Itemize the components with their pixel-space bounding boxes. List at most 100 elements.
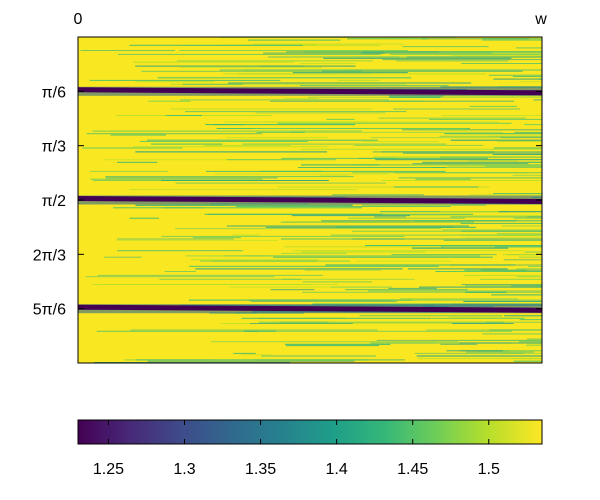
heatmap-stripe bbox=[233, 352, 256, 354]
heatmap-stripe bbox=[133, 61, 295, 63]
heatmap-stripe bbox=[321, 70, 523, 72]
heatmap-stripe bbox=[368, 290, 542, 292]
heatmap-stripe bbox=[352, 238, 542, 240]
heatmap-stripe bbox=[228, 82, 472, 84]
heatmap-stripe bbox=[117, 250, 243, 252]
heatmap-stripe bbox=[252, 43, 405, 45]
heatmap-stripe bbox=[493, 78, 542, 80]
heatmap-stripe bbox=[527, 216, 542, 218]
heatmap-stripe bbox=[175, 182, 386, 184]
heatmap-stripe bbox=[265, 121, 499, 123]
heatmap-stripe bbox=[534, 285, 542, 287]
heatmap-stripe bbox=[541, 298, 542, 300]
heatmap-stripe bbox=[301, 148, 542, 150]
heatmap-stripe bbox=[220, 323, 496, 324]
heatmap-stripe bbox=[118, 53, 381, 55]
heatmap-stripe bbox=[512, 76, 542, 77]
heatmap-stripe bbox=[304, 269, 381, 271]
heatmap-stripe bbox=[203, 144, 291, 146]
heatmap-stripe bbox=[528, 265, 542, 267]
heatmap-stripe bbox=[467, 160, 518, 162]
heatmap-stripe bbox=[485, 321, 542, 323]
heatmap-stripe bbox=[189, 265, 439, 267]
heatmap-stripe bbox=[526, 338, 542, 340]
heatmap-stripe bbox=[395, 60, 509, 62]
heatmap-stripe bbox=[480, 278, 542, 280]
heatmap-stripe bbox=[280, 238, 405, 240]
heatmap-stripe bbox=[319, 174, 349, 176]
heatmap-stripe bbox=[440, 211, 542, 213]
heatmap-stripe bbox=[285, 343, 391, 345]
heatmap-stripe bbox=[518, 341, 542, 343]
heatmap-stripe bbox=[116, 239, 278, 241]
heatmap-stripe bbox=[526, 345, 542, 347]
heatmap-stripe bbox=[151, 143, 223, 145]
heatmap-stripe bbox=[421, 38, 529, 40]
heatmap-stripe bbox=[518, 256, 542, 258]
heatmap-stripe bbox=[161, 235, 405, 237]
heatmap-stripe bbox=[291, 215, 410, 217]
heatmap-stripe bbox=[502, 254, 542, 256]
heatmap-stripe bbox=[141, 70, 362, 72]
heatmap-stripe bbox=[226, 225, 469, 227]
heatmap-stripe bbox=[132, 146, 329, 148]
heatmap-stripe bbox=[298, 167, 446, 168]
heatmap-stripe bbox=[302, 291, 542, 293]
heatmap-stripe bbox=[148, 100, 191, 102]
heatmap-stripe bbox=[516, 268, 542, 270]
heatmap-stripe bbox=[104, 256, 142, 258]
heatmap-stripe bbox=[461, 63, 542, 64]
heatmap-stripe bbox=[384, 100, 426, 102]
heatmap-stripe bbox=[85, 276, 275, 278]
heatmap-stripe bbox=[229, 286, 330, 288]
heatmap-stripe bbox=[347, 38, 428, 40]
heatmap-stripe bbox=[496, 141, 542, 142]
heatmap-stripe bbox=[214, 173, 389, 175]
heatmap-stripe bbox=[443, 239, 542, 241]
heatmap-stripe bbox=[498, 211, 542, 213]
y-axis: π/6 π/3 π/2 2π/3 5π/6 bbox=[33, 84, 542, 319]
heatmap-stripe bbox=[277, 122, 512, 124]
heatmap-stripe bbox=[93, 180, 252, 181]
heatmap-stripe bbox=[465, 291, 507, 293]
heatmap-stripe bbox=[86, 133, 263, 135]
heatmap-stripe bbox=[286, 345, 379, 347]
heatmap-stripe bbox=[459, 339, 542, 341]
heatmap-stripe bbox=[535, 308, 542, 310]
y-tick-label: 5π/6 bbox=[33, 302, 66, 319]
colorbar-tick-label: 1.5 bbox=[478, 461, 500, 478]
heatmap-stripe bbox=[160, 204, 227, 206]
x-tick-label-w: w bbox=[534, 11, 547, 28]
heatmap-stripe bbox=[459, 342, 542, 344]
heatmap-stripe bbox=[370, 137, 520, 139]
heatmap-stripe bbox=[504, 315, 542, 317]
heatmap-stripe bbox=[374, 216, 406, 218]
heatmap-stripe bbox=[398, 177, 542, 179]
heatmap-stripe bbox=[147, 360, 355, 362]
heatmap-stripe bbox=[260, 128, 468, 129]
heatmap-stripe bbox=[250, 300, 397, 302]
heatmap-stripe bbox=[445, 52, 542, 54]
colorbar-tick-label: 1.3 bbox=[173, 461, 195, 478]
heatmap-stripe bbox=[332, 194, 424, 196]
heatmap-stripe bbox=[533, 99, 542, 101]
heatmap-stripe bbox=[412, 163, 529, 165]
dark-band bbox=[78, 304, 542, 313]
y-tick-label: 2π/3 bbox=[33, 247, 66, 264]
heatmap-stripe bbox=[261, 355, 376, 357]
heatmap-stripe bbox=[524, 251, 542, 253]
heatmap-stripe bbox=[232, 234, 260, 236]
heatmap-stripe bbox=[213, 124, 356, 126]
heatmap-stripe bbox=[290, 131, 503, 133]
heatmap-stripe bbox=[417, 358, 542, 360]
heatmap-stripe bbox=[353, 164, 542, 166]
heatmap-stripe bbox=[105, 177, 278, 179]
heatmap-stripe bbox=[402, 152, 542, 154]
heatmap-stripe bbox=[484, 165, 542, 167]
heatmap-stripe bbox=[139, 141, 308, 142]
heatmap-stripe bbox=[250, 323, 353, 324]
heatmap-stripe bbox=[258, 317, 346, 319]
heatmap-stripe bbox=[416, 355, 542, 357]
heatmap-stripe bbox=[513, 360, 542, 362]
heatmap-stripe bbox=[90, 178, 263, 180]
